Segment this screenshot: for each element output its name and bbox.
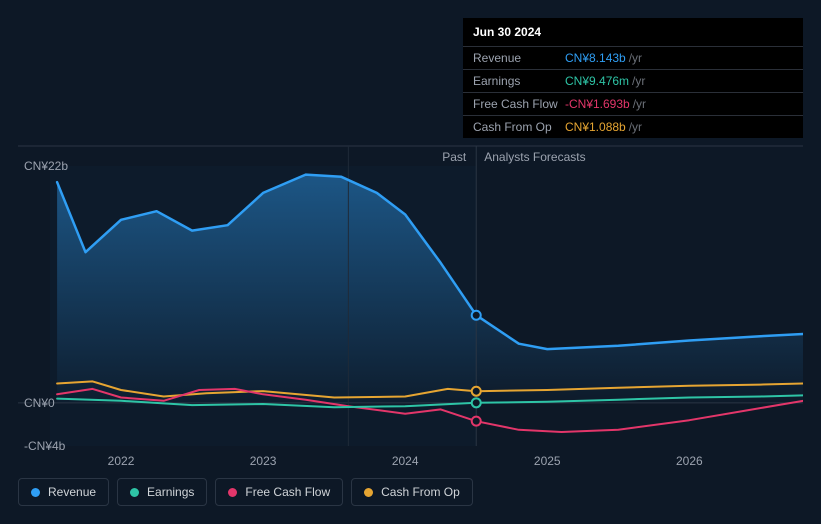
tooltip-row-unit: /yr [632,74,645,88]
chart-tooltip: Jun 30 2024 RevenueCN¥8.143b/yrEarningsC… [463,18,803,138]
tooltip-row-value: CN¥1.088b [565,120,626,134]
tooltip-row-value: CN¥8.143b [565,51,626,65]
x-axis-label: 2025 [534,454,561,468]
x-axis-label: 2026 [676,454,703,468]
marker-free_cash_flow [472,417,481,426]
marker-cash_from_op [472,387,481,396]
legend-dot-icon [364,488,373,497]
legend-label: Earnings [147,485,194,499]
tooltip-row-unit: /yr [629,51,642,65]
tooltip-row: RevenueCN¥8.143b/yr [463,46,803,69]
forecast-section-label: Analysts Forecasts [484,150,585,164]
tooltip-row-label: Earnings [473,74,565,88]
chart-legend: Revenue Earnings Free Cash Flow Cash From O… [18,478,473,506]
legend-label: Free Cash Flow [245,485,330,499]
tooltip-row: Cash From OpCN¥1.088b/yr [463,115,803,138]
past-section-label: Past [442,150,466,164]
tooltip-row-value: -CN¥1.693b [565,97,630,111]
tooltip-row-unit: /yr [633,97,646,111]
tooltip-row-unit: /yr [629,120,642,134]
tooltip-row-label: Free Cash Flow [473,97,565,111]
legend-label: Cash From Op [381,485,460,499]
marker-earnings [472,398,481,407]
legend-item-free_cash_flow[interactable]: Free Cash Flow [215,478,343,506]
legend-label: Revenue [48,485,96,499]
x-axis-label: 2023 [250,454,277,468]
tooltip-date: Jun 30 2024 [463,18,803,46]
y-axis-label: CN¥0 [24,396,55,410]
tooltip-row-label: Revenue [473,51,565,65]
legend-item-revenue[interactable]: Revenue [18,478,109,506]
y-axis-label: CN¥22b [24,159,68,173]
x-axis-label: 2024 [392,454,419,468]
y-axis-label: -CN¥4b [24,439,65,453]
legend-dot-icon [31,488,40,497]
marker-revenue [472,311,481,320]
financials-chart: Jun 30 2024 RevenueCN¥8.143b/yrEarningsC… [18,18,803,506]
legend-dot-icon [228,488,237,497]
tooltip-row: Free Cash Flow-CN¥1.693b/yr [463,92,803,115]
tooltip-row-value: CN¥9.476m [565,74,629,88]
legend-item-earnings[interactable]: Earnings [117,478,207,506]
legend-item-cash_from_op[interactable]: Cash From Op [351,478,473,506]
tooltip-row-label: Cash From Op [473,120,565,134]
tooltip-row: EarningsCN¥9.476m/yr [463,69,803,92]
legend-dot-icon [130,488,139,497]
x-axis-label: 2022 [108,454,135,468]
